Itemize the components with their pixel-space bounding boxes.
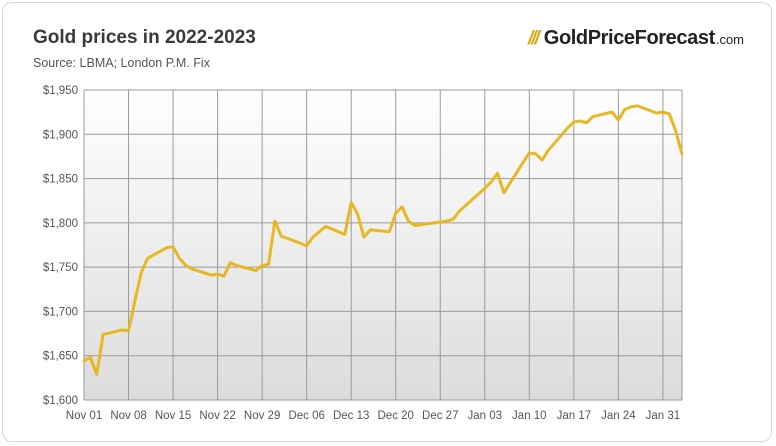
x-tick-label: Dec 20 <box>378 410 414 422</box>
y-tick-label: $1,950 <box>43 85 78 97</box>
y-tick-label: $1,900 <box>43 129 78 141</box>
y-tick-label: $1,600 <box>43 395 78 407</box>
logo-mark-icon: /// <box>527 28 540 49</box>
x-tick-label: Jan 17 <box>557 410 592 422</box>
x-tick-label: Nov 29 <box>244 410 280 422</box>
x-tick-label: Nov 01 <box>66 410 102 422</box>
x-tick-label: Jan 31 <box>646 410 681 422</box>
x-tick-label: Nov 15 <box>155 410 191 422</box>
x-tick-label: Nov 22 <box>199 410 235 422</box>
x-tick-label: Nov 08 <box>110 410 146 422</box>
y-tick-label: $1,850 <box>43 174 78 186</box>
y-tick-label: $1,750 <box>43 262 78 274</box>
x-tick-label: Jan 24 <box>601 410 636 422</box>
x-tick-label: Dec 13 <box>333 410 369 422</box>
plot-area <box>84 90 682 400</box>
logo-name: GoldPriceForecast <box>543 27 715 49</box>
logo-tld: .com <box>715 32 744 47</box>
y-tick-label: $1,700 <box>43 306 78 318</box>
series-line-gold-price <box>82 104 684 376</box>
y-tick-label: $1,650 <box>43 351 78 363</box>
x-tick-label: Dec 27 <box>422 410 458 422</box>
chart-title: Gold prices in 2022-2023 <box>33 27 256 48</box>
x-tick-label: Jan 03 <box>468 410 503 422</box>
x-tick-label: Dec 06 <box>288 410 324 422</box>
brand-logo: /// GoldPriceForecast .com <box>528 27 744 50</box>
x-tick-label: Jan 10 <box>512 410 547 422</box>
y-tick-label: $1,800 <box>43 218 78 230</box>
chart-subtitle: Source: LBMA; London P.M. Fix <box>33 56 210 70</box>
